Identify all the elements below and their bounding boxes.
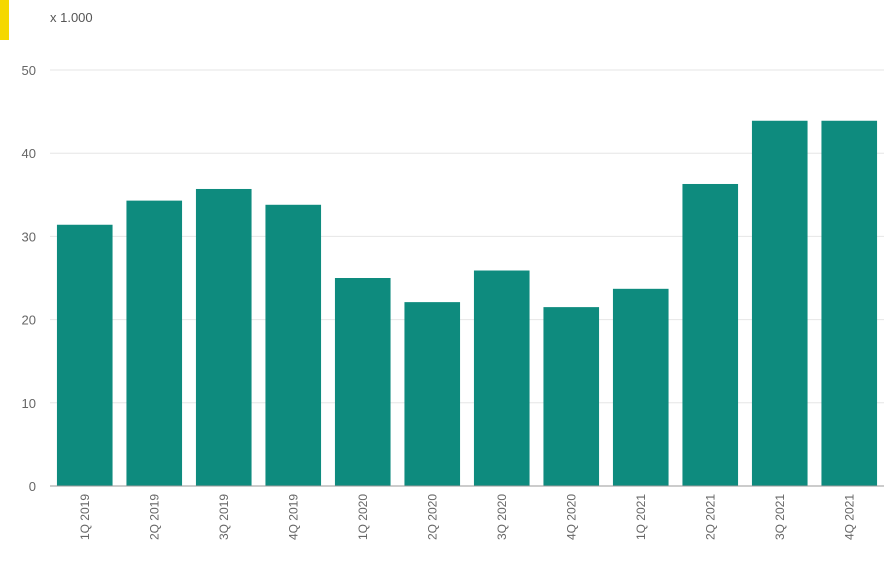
x-tick-label: 2Q 2020 (425, 494, 439, 540)
bar (543, 307, 600, 486)
x-tick-label: 1Q 2020 (356, 494, 370, 540)
bar (473, 270, 530, 486)
bars (56, 120, 878, 486)
bar (265, 204, 322, 486)
bar (126, 200, 183, 486)
bar (195, 188, 252, 486)
y-tick-label: 20 (22, 313, 36, 328)
bar (821, 120, 878, 486)
x-tick-label: 3Q 2021 (773, 494, 787, 540)
x-tick-label: 4Q 2020 (564, 494, 578, 540)
y-axis-ticks: 0 10 20 30 40 50 (22, 63, 36, 494)
bar (612, 288, 669, 486)
bar (404, 302, 461, 486)
x-tick-label: 3Q 2020 (495, 494, 509, 540)
unit-label: x 1.000 (50, 10, 93, 25)
bar (56, 224, 113, 486)
x-tick-label: 2Q 2021 (703, 494, 717, 540)
x-tick-label: 3Q 2019 (217, 494, 231, 540)
x-tick-label: 1Q 2019 (78, 494, 92, 540)
bar (334, 278, 391, 486)
x-tick-label: 4Q 2019 (286, 494, 300, 540)
x-tick-label: 1Q 2021 (634, 494, 648, 540)
x-axis-ticks: 1Q 2019 2Q 2019 3Q 2019 4Q 2019 1Q 2020 2Q 20… (78, 494, 857, 540)
x-tick-label: 2Q 2019 (147, 494, 161, 540)
bar (682, 183, 739, 486)
y-tick-label: 40 (22, 146, 36, 161)
y-tick-label: 0 (29, 479, 36, 494)
gridlines (50, 69, 884, 404)
accent-bar (0, 0, 9, 40)
y-tick-label: 10 (22, 396, 36, 411)
y-tick-label: 50 (22, 63, 36, 78)
x-tick-label: 4Q 2021 (842, 494, 856, 540)
bar (751, 120, 808, 486)
y-tick-label: 30 (22, 229, 36, 244)
